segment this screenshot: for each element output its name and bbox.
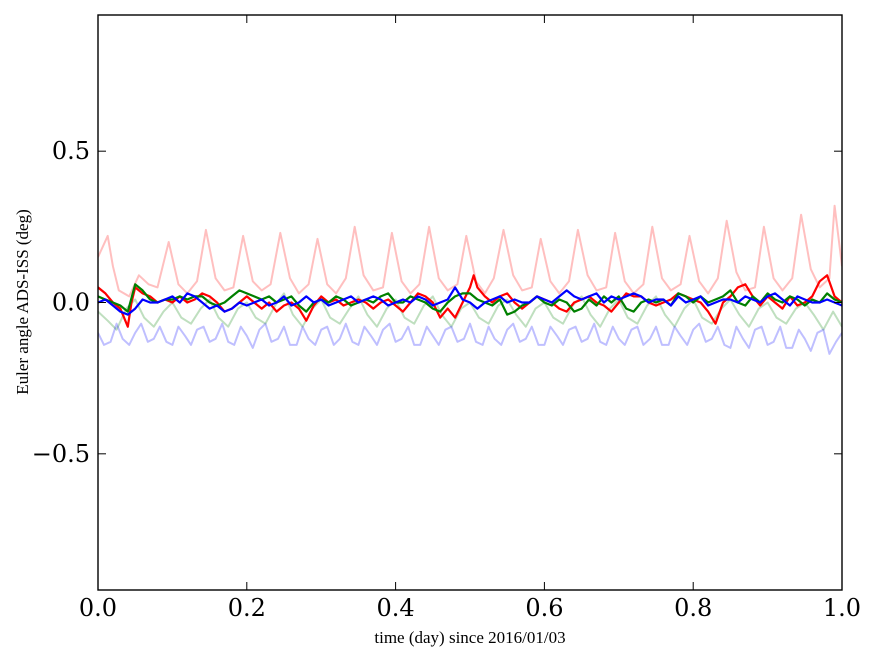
series-line-5 (98, 286, 842, 316)
y-axis-label: Euler angle ADS-ISS (deg) (13, 209, 32, 395)
series-line-3 (98, 274, 842, 328)
series-line-4 (98, 283, 842, 316)
x-tick-label: 1.0 (823, 594, 861, 622)
series-line-2 (98, 322, 842, 355)
x-axis-label: time (day) since 2016/01/03 (374, 628, 565, 647)
x-tick-label: 0.0 (79, 594, 117, 622)
y-tick-label: 0.0 (52, 289, 90, 317)
y-tick-label: 0.5 (52, 137, 90, 165)
x-tick-label: 0.4 (377, 594, 415, 622)
series-layer (98, 204, 842, 355)
x-tick-label: 0.6 (525, 594, 563, 622)
y-tick-label: −0.5 (32, 440, 90, 468)
x-tick-label: 0.8 (674, 594, 712, 622)
x-tick-label: 0.2 (228, 594, 266, 622)
tick-layer: 0.0 0.2 0.4 0.6 0.8 1.0 0.5 0.0 −0.5 (32, 15, 861, 622)
series-line-0 (98, 204, 842, 298)
